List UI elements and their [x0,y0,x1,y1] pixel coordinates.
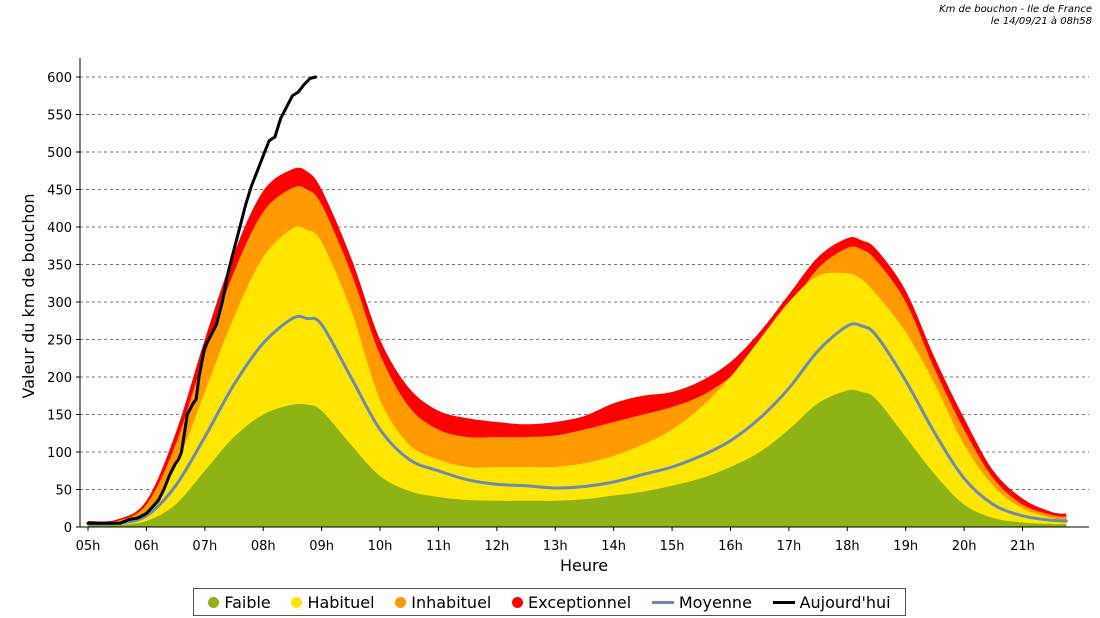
chart-date: le 14/09/21 à 08h58 [990,16,1092,27]
y-tick-label: 100 [47,446,72,461]
x-tick-label: 11h [426,539,451,554]
y-axis-title: Valeur du km de bouchon [19,194,38,399]
legend-swatch [291,596,303,608]
y-tick-label: 550 [47,109,72,124]
legend-item-habituel[interactable]: Habituel [291,592,375,612]
x-tick-label: 15h [660,539,685,554]
x-tick-label: 16h [718,539,743,554]
legend-item-inhabituel[interactable]: Inhabituel [395,593,491,612]
y-tick-label: 250 [47,334,72,349]
axes [79,58,1089,528]
legend-label: Exceptionnel [528,592,632,612]
x-tick-label: 20h [952,539,977,554]
y-tick-label: 0 [64,521,72,536]
legend-swatch [512,596,524,608]
x-tick-label: 06h [134,539,159,554]
y-tick-label: 50 [55,484,72,499]
x-tick-label: 19h [893,539,918,554]
traffic-jam-chart: 0 50 100 150 200 250 300 350 400 450 500 550 600 05h… [19,58,1089,575]
y-tick-label: 300 [47,296,72,311]
legend-swatch [651,600,674,604]
series-lines [86,75,1068,526]
legend-label: Moyenne [678,592,752,612]
x-tick-labels: 05h 06h 07h 08h 09h 10h 11h 12h 13h 14h 15h 16h 17h 1… [76,527,1035,554]
x-tick-label: 17h [776,539,801,554]
chart-timestamp: Km de bouchon - Ile de France le 14/09/2… [939,4,1092,28]
y-tick-label: 350 [47,259,72,274]
x-tick-label: 10h [368,539,393,554]
y-tick-label: 500 [47,146,72,161]
x-tick-label: 18h [835,539,860,554]
y-tick-label: 150 [47,409,72,424]
x-tick-label: 21h [1010,539,1035,554]
x-tick-label: 14h [601,539,626,554]
x-tick-label: 08h [251,539,276,554]
y-tick-label: 400 [47,221,72,236]
legend-label: Habituel [307,592,375,612]
x-tick-label: 13h [543,539,568,554]
x-axis-title: Heure [560,556,608,575]
series-line-moyenne [86,314,1068,526]
legend-label: Faible [224,592,271,612]
legend-swatch [772,600,795,604]
legend-label: Inhabituel [411,592,492,612]
legend-item-faible[interactable]: Faible [208,592,271,612]
legend-item-aujourdhui[interactable]: Aujourd'hui [772,592,891,612]
y-tick-labels: 0 50 100 150 200 250 300 350 400 450 500 550 600 [47,71,80,536]
chart-title: Km de bouchon - Ile de France [939,4,1092,15]
series-area-faible [88,389,1067,527]
y-tick-label: 200 [47,371,72,386]
series-line-aujourdhui [86,75,318,525]
x-tick-label: 07h [192,539,217,554]
legend-swatch [395,596,407,608]
x-tick-label: 09h [309,539,334,554]
legend-item-exceptionnel[interactable]: Exceptionnel [512,593,631,612]
chart-legend: Faible Habituel Inhabituel Exceptionnel Moye… [193,588,906,616]
y-tick-label: 600 [47,71,72,86]
y-tick-label: 450 [47,184,72,199]
area-bands [88,167,1067,528]
x-tick-label: 12h [484,539,509,554]
legend-label: Aujourd'hui [799,592,891,612]
legend-item-moyenne[interactable]: Moyenne [651,592,752,612]
legend-swatch [208,596,220,608]
x-tick-label: 05h [76,539,101,554]
